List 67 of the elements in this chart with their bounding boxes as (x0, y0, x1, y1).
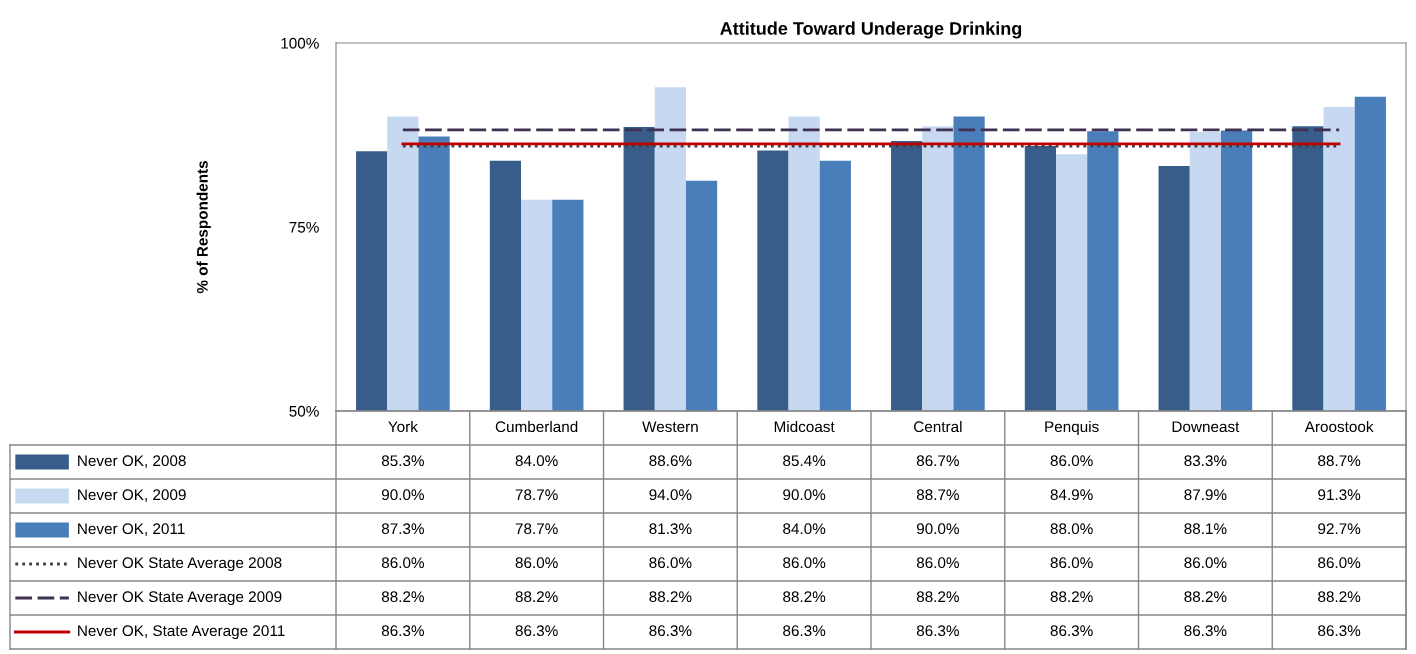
data-label: 88.7% (916, 489, 959, 501)
data-label: 84.0% (783, 523, 826, 535)
y-tick-label: 50% (289, 405, 319, 417)
x-tick-label: Midcoast (774, 420, 835, 433)
data-label: 85.4% (783, 455, 826, 467)
data-label: 94.0% (649, 489, 692, 501)
data-label: 86.0% (649, 557, 692, 569)
data-label: 84.9% (1050, 489, 1093, 501)
data-label: 86.3% (1318, 625, 1361, 637)
x-tick-label: Downeast (1172, 421, 1240, 433)
data-label: 88.2% (381, 591, 424, 603)
data-label: 90.0% (916, 523, 959, 535)
data-label: 90.0% (381, 489, 424, 501)
x-tick-label: York (388, 420, 418, 433)
data-label: 88.2% (649, 591, 692, 603)
data-label: 84.0% (515, 455, 558, 467)
data-label: 88.2% (916, 591, 959, 603)
data-label: 86.3% (916, 625, 959, 637)
data-label: 88.2% (515, 591, 558, 603)
x-tick-label: Central (914, 420, 962, 433)
legend-label: Never OK, State Average 2011 (78, 625, 285, 640)
data-label: 78.7% (515, 523, 558, 535)
data-label: 86.3% (1050, 625, 1093, 637)
y-tick-label: 100% (281, 37, 319, 49)
data-label: 86.3% (1184, 625, 1227, 637)
legend-label: Never OK, 2009 (78, 489, 186, 502)
data-label: 88.7% (1318, 455, 1361, 467)
data-label: 88.2% (783, 591, 826, 603)
data-label: 91.3% (1318, 489, 1361, 501)
data-label: 81.3% (649, 523, 692, 535)
data-label: 88.2% (1184, 591, 1227, 603)
data-label: 86.3% (649, 625, 692, 637)
data-label: 87.3% (381, 523, 424, 535)
data-label: 86.0% (783, 557, 826, 569)
data-label: 86.0% (916, 557, 959, 569)
data-label: 86.3% (515, 625, 558, 637)
x-tick-label: Aroostook (1304, 420, 1374, 433)
data-label: 86.7% (916, 455, 959, 467)
data-label: 86.0% (1050, 455, 1093, 467)
chart-title: Attitude Toward Underage Drinking (720, 21, 1022, 39)
data-label: 88.2% (1318, 591, 1361, 603)
data-label: 86.3% (381, 625, 424, 637)
data-label: 86.3% (783, 625, 826, 637)
y-tick-label: 75% (289, 221, 319, 233)
legend-label: Never OK State Average 2009 (78, 591, 282, 606)
data-label: 85.3% (381, 455, 424, 467)
legend-label: Never OK State Average 2008 (78, 557, 282, 572)
data-label: 88.2% (1050, 591, 1093, 603)
data-label: 83.3% (1184, 455, 1227, 467)
data-label: 86.0% (515, 557, 558, 569)
data-label: 92.7% (1318, 523, 1361, 535)
data-label: 90.0% (783, 489, 826, 501)
data-label: 86.0% (381, 557, 424, 569)
x-tick-label: Cumberland (495, 420, 578, 433)
data-label: 88.1% (1184, 523, 1227, 535)
data-label: 88.0% (1050, 523, 1093, 535)
x-tick-label: Penquis (1045, 420, 1099, 436)
x-tick-label: Western (642, 421, 698, 433)
data-label: 88.6% (649, 455, 692, 467)
legend-label: Never OK, 2011 (78, 523, 185, 536)
data-label: 87.9% (1184, 489, 1227, 501)
data-label: 86.0% (1050, 557, 1093, 569)
legend-label: Never OK, 2008 (78, 455, 186, 468)
data-label: 86.0% (1184, 557, 1227, 569)
data-label: 78.7% (515, 489, 558, 501)
y-axis-title: % of Respondents (196, 160, 211, 294)
data-label: 86.0% (1318, 557, 1361, 569)
